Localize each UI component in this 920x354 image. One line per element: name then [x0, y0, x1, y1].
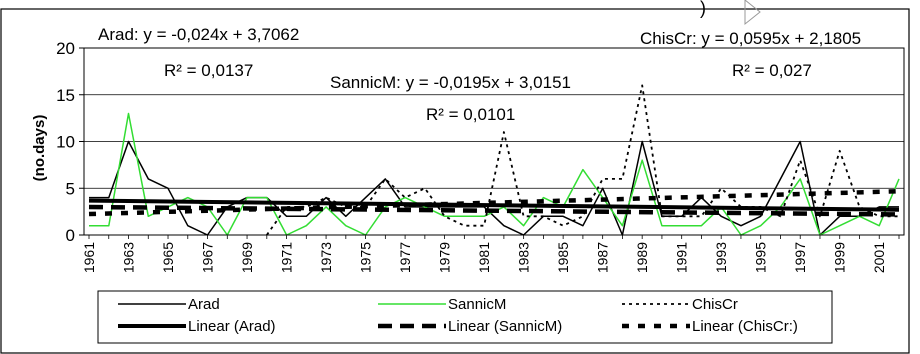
legend-items: Arad SannicM ChisCr Linear (Arad) Linear (Sa… [118, 296, 798, 335]
x-tick-2001: 2001 [871, 242, 887, 273]
x-tick-1969: 1969 [239, 242, 255, 273]
y-tick-labels: 0 5 10 15 20 [56, 39, 84, 245]
y-tick-10: 10 [56, 133, 75, 152]
y-axis-title: (no.days) [31, 115, 48, 182]
y-tick-0: 0 [66, 226, 75, 245]
legend-label-2: ChisCr [692, 296, 738, 313]
x-tick-1989: 1989 [634, 242, 650, 273]
chis-equation: ChisCr: y = 0,0595x + 2,1805 [640, 29, 861, 48]
x-tick-1991: 1991 [674, 242, 690, 273]
x-tick-1967: 1967 [200, 242, 216, 273]
cropped-paren: ) [700, 0, 706, 18]
arad-r2: R² = 0,0137 [164, 61, 253, 80]
x-tick-1987: 1987 [595, 242, 611, 273]
sannic-r2: R² = 0,0101 [426, 105, 515, 124]
x-tick-1983: 1983 [516, 242, 532, 273]
x-tick-1997: 1997 [792, 242, 808, 273]
x-tick-1985: 1985 [555, 242, 571, 273]
legend-label-5: Linear (ChisCr:) [692, 318, 798, 335]
legend-box [97, 290, 833, 344]
x-tick-1963: 1963 [121, 242, 137, 273]
x-tick-1971: 1971 [279, 242, 295, 273]
x-tick-1977: 1977 [397, 242, 413, 273]
y-tick-20: 20 [56, 39, 75, 58]
x-tick-1979: 1979 [437, 242, 453, 273]
sannic-equation: SannicM: y = -0,0195x + 3,0151 [330, 73, 571, 92]
trend-line-4 [88, 204, 900, 217]
x-tick-1999: 1999 [832, 242, 848, 273]
x-tick-1975: 1975 [358, 242, 374, 273]
x-tick-1993: 1993 [713, 242, 729, 273]
x-tick-1965: 1965 [160, 242, 176, 273]
trend-line-3 [88, 198, 900, 212]
legend-label-4: Linear (SannicM) [448, 318, 562, 335]
legend-label-1: SannicM [448, 296, 506, 313]
trend-line-5 [88, 188, 900, 217]
series-line-2 [266, 84, 899, 236]
x-tick-labels: 1961 1963 1965 1967 1969 1971 1973 1975 1977 1979… [81, 235, 900, 273]
y-tick-15: 15 [56, 86, 75, 105]
x-tick-1961: 1961 [81, 242, 97, 273]
legend-label-3: Linear (Arad) [188, 318, 276, 335]
y-tick-5: 5 [66, 179, 75, 198]
legend: Arad SannicM ChisCr Linear (Arad) Linear (Sa… [97, 290, 833, 344]
legend-label-0: Arad [188, 296, 220, 313]
trend-lines [88, 188, 900, 217]
x-tick-1995: 1995 [753, 242, 769, 273]
chis-r2: R² = 0,027 [732, 61, 812, 80]
x-tick-1973: 1973 [318, 242, 334, 273]
arad-equation: Arad: y = -0,024x + 3,7062 [98, 25, 299, 44]
plot-area [83, 47, 905, 236]
cropped-arrow [744, 0, 761, 26]
x-tick-1981: 1981 [476, 242, 492, 273]
